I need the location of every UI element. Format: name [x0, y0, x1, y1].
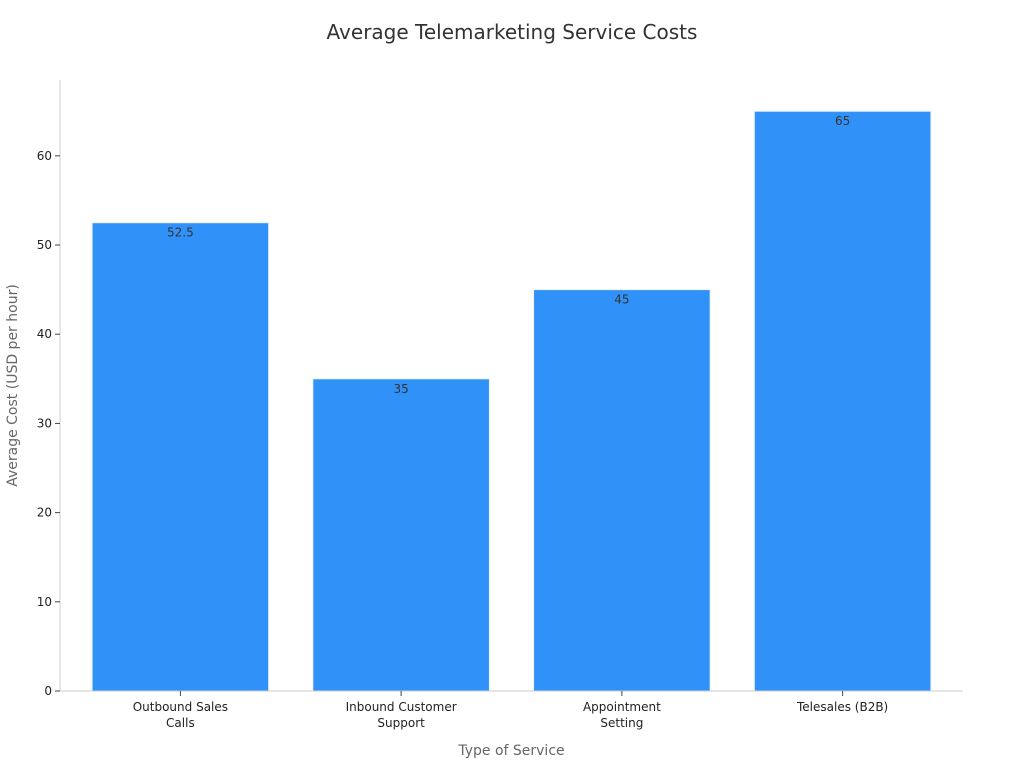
x-tick-label-line: Calls [166, 716, 195, 730]
y-tick-label: 20 [37, 506, 52, 520]
bar [91, 222, 270, 692]
chart-title: Average Telemarketing Service Costs [326, 20, 698, 44]
labels-layer: 52.5 35 45 65 Type of Service Average Cost (U… [5, 114, 850, 759]
x-tick-label: Appointment Setting [583, 700, 661, 730]
x-tick-label-line: Setting [600, 716, 643, 730]
x-tick-label-line: Inbound Customer [346, 700, 457, 714]
bar [312, 378, 490, 692]
x-tick-label-line: Support [377, 716, 425, 730]
y-tick-label: 60 [37, 149, 52, 163]
x-tick-label: Telesales (B2B) [796, 700, 888, 714]
bar [753, 110, 932, 692]
y-tick-label: 30 [37, 416, 52, 430]
x-axis-title: Type of Service [457, 743, 564, 759]
data-label: 35 [393, 382, 408, 396]
y-tick-label: 40 [37, 327, 52, 341]
y-axis-title: Average Cost (USD per hour) [5, 284, 21, 487]
x-tick-label: Inbound Customer Support [346, 700, 457, 730]
axes-layer: 0 10 20 30 40 50 60 Outbound Sales Calls Inbound … [37, 80, 963, 730]
y-tick-label: 0 [44, 684, 52, 698]
y-tick-label: 10 [37, 595, 52, 609]
data-label: 45 [614, 293, 629, 307]
x-tick-label-line: Outbound Sales [133, 700, 228, 714]
data-label: 65 [835, 114, 850, 128]
x-tick-label-line: Appointment [583, 700, 661, 714]
y-tick-label: 50 [37, 238, 52, 252]
x-tick-label: Outbound Sales Calls [133, 700, 228, 730]
data-label: 52.5 [167, 226, 194, 240]
bars-layer [91, 110, 932, 692]
x-tick-label-line: Telesales (B2B) [796, 700, 888, 714]
bar [533, 289, 711, 692]
